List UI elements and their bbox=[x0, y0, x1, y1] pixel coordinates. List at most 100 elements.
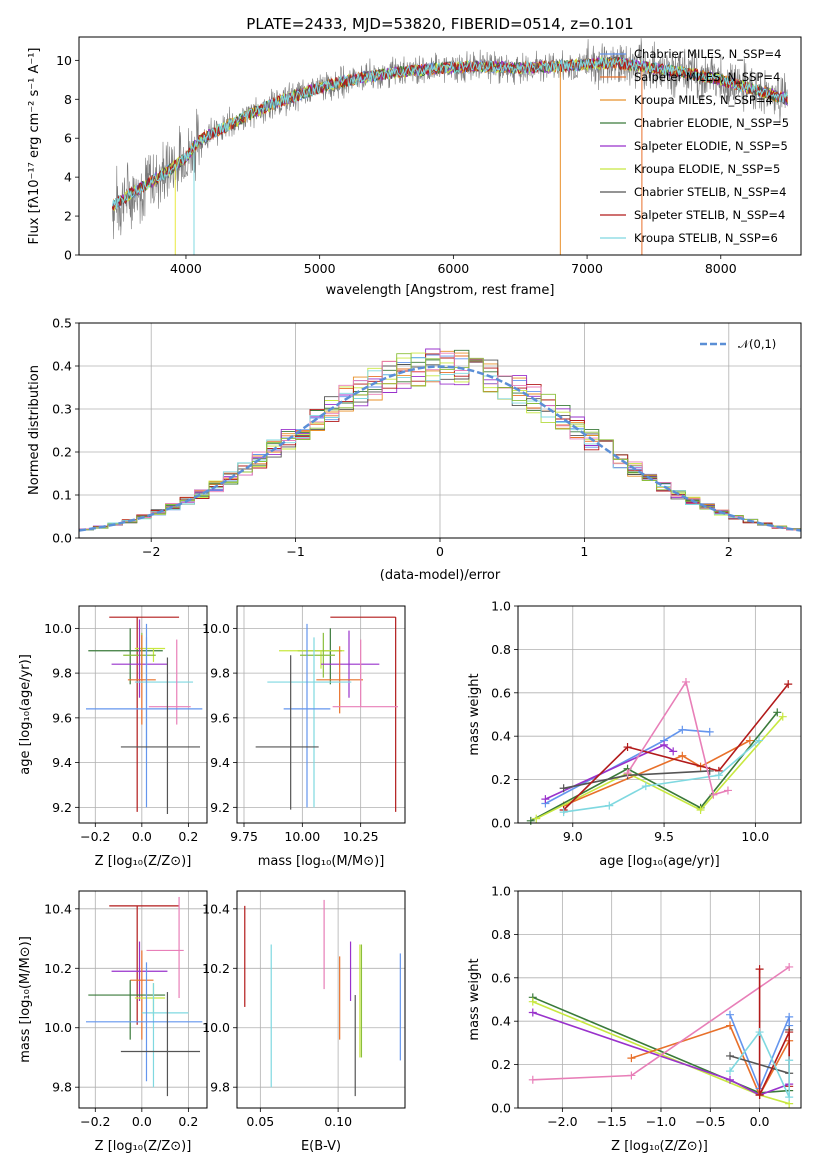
series-marker bbox=[528, 1075, 537, 1084]
x-tick-label: 10.00 bbox=[284, 829, 320, 844]
model-kroupa_stelib bbox=[111, 57, 788, 210]
x-axis-label: age [log₁₀(age/yr)] bbox=[599, 854, 720, 869]
x-tick-label: 9.5 bbox=[654, 829, 674, 844]
spectrum-legend: Chabrier MILES, N_SSP=4 Salpeter MILES, N… bbox=[600, 47, 789, 245]
y-tick-label: 0.3 bbox=[52, 402, 72, 417]
marks bbox=[244, 899, 401, 1097]
marks bbox=[85, 896, 203, 1097]
x-axis-label: mass [log₁₀(M/M⊙)] bbox=[258, 854, 385, 869]
y-tick-label: 0.4 bbox=[491, 1014, 511, 1029]
age_vs_mass-panel: 9.75 10.00 10.25 9.2 9.4 9.6 9.8 10.0 mass [log₁… bbox=[202, 605, 406, 869]
legend-normal: 𝒩(0,1) bbox=[738, 337, 776, 351]
ticks: −0.2 0.0 0.2 9.8 10.0 10.2 10.4 bbox=[44, 901, 198, 1129]
y-tick-label: 9.8 bbox=[52, 1080, 72, 1095]
y-axis-label: age [log₁₀(age/yr)] bbox=[18, 654, 33, 775]
x-axis-label: Z [log₁₀(Z/Z⊙)] bbox=[611, 1139, 708, 1154]
series-marker bbox=[705, 727, 714, 736]
x-tick-label: −0.2 bbox=[80, 1114, 110, 1129]
series-marker bbox=[778, 712, 787, 721]
model-salpeter_stelib bbox=[111, 57, 788, 210]
legend-label: Kroupa STELIB, N_SSP=6 bbox=[634, 231, 778, 245]
series-marker bbox=[714, 771, 723, 780]
y-tick-label: 10.2 bbox=[44, 961, 72, 976]
y-tick-label: 9.2 bbox=[52, 800, 72, 815]
series-line bbox=[532, 1011, 790, 1096]
spectrum-ylabel: Flux [fλ10⁻¹⁷ erg cm⁻² s⁻¹ A⁻¹] bbox=[27, 48, 42, 245]
y-tick-label: 0.2 bbox=[52, 445, 72, 460]
series-marker bbox=[528, 997, 537, 1006]
series-marker bbox=[528, 1008, 537, 1017]
series-marker bbox=[785, 1056, 794, 1065]
series-marker bbox=[726, 1075, 735, 1084]
x-axis-label: Z [log₁₀(Z/Z⊙)] bbox=[95, 854, 192, 869]
y-tick-label: 4 bbox=[64, 170, 72, 185]
panel-frame bbox=[517, 605, 802, 824]
massweight_vs_Z-panel: −2.0 −1.5 −1.0 −0.5 0.0 0.0 0.2 0.4 0.6 0.8 1.0 Z [… bbox=[467, 884, 802, 1154]
y-tick-label: 0.0 bbox=[491, 816, 511, 831]
histogram-kroupa_stelib bbox=[79, 357, 801, 531]
y-tick-label: 9.8 bbox=[52, 666, 72, 681]
series-marker bbox=[559, 808, 568, 817]
y-tick-label: 10.4 bbox=[44, 901, 72, 916]
series-marker bbox=[696, 805, 705, 814]
marks bbox=[85, 616, 203, 815]
spectrum-xlabel: wavelength [Angstrom, rest frame] bbox=[326, 283, 555, 298]
y-tick-label: 9.4 bbox=[210, 755, 230, 770]
y-tick-label: 9.4 bbox=[52, 755, 72, 770]
ticks: 0.05 0.10 9.8 10.0 10.2 10.4 bbox=[202, 901, 352, 1129]
y-tick-label: 9.8 bbox=[210, 666, 230, 681]
series-line bbox=[729, 1030, 790, 1098]
y-tick-label: 10.4 bbox=[202, 901, 230, 916]
series-marker bbox=[627, 1071, 636, 1080]
x-tick-label: 6000 bbox=[437, 261, 469, 276]
series-marker bbox=[785, 1012, 794, 1021]
y-tick-label: 1.0 bbox=[491, 599, 511, 614]
histogram-legend: 𝒩(0,1) bbox=[700, 337, 776, 351]
legend-label: Salpeter STELIB, N_SSP=4 bbox=[634, 208, 785, 222]
y-tick-label: 10.0 bbox=[202, 621, 230, 636]
marks bbox=[255, 616, 398, 812]
series-marker bbox=[785, 962, 794, 971]
y-tick-label: 9.2 bbox=[210, 800, 230, 815]
y-tick-label: 0.5 bbox=[52, 316, 72, 331]
y-tick-label: 0.0 bbox=[52, 531, 72, 546]
y-tick-label: 0.4 bbox=[52, 359, 72, 374]
x-axis-label: E(B-V) bbox=[301, 1139, 341, 1154]
series-line bbox=[626, 679, 729, 796]
x-tick-label: 9.0 bbox=[563, 829, 583, 844]
series-marker bbox=[755, 1028, 764, 1037]
y-tick-label: 9.6 bbox=[52, 710, 72, 725]
x-tick-label: 9.75 bbox=[230, 829, 258, 844]
legend-label: Kroupa ELODIE, N_SSP=5 bbox=[634, 162, 780, 176]
series-line bbox=[563, 739, 751, 807]
histogram-chabrier_stelib bbox=[79, 359, 801, 531]
series-marker bbox=[745, 736, 754, 745]
series-marker bbox=[785, 1093, 794, 1102]
y-tick-label: 0.1 bbox=[52, 488, 72, 503]
y-tick-label: 9.8 bbox=[210, 1080, 230, 1095]
x-tick-label: 10.0 bbox=[741, 829, 769, 844]
y-tick-label: 2 bbox=[64, 209, 72, 224]
x-tick-label: 0.10 bbox=[324, 1114, 352, 1129]
x-tick-label: 0.0 bbox=[750, 1114, 770, 1129]
spectrum-panel: PLATE=2433, MJD=53820, FIBERID=0514, z=0… bbox=[27, 15, 802, 298]
legend-label: Chabrier STELIB, N_SSP=4 bbox=[634, 185, 786, 199]
legend-label: Chabrier ELODIE, N_SSP=5 bbox=[634, 116, 789, 130]
series-marker bbox=[773, 708, 782, 717]
series-marker bbox=[627, 1054, 636, 1063]
panel-frame bbox=[236, 890, 406, 1109]
series-marker bbox=[660, 740, 669, 749]
y-tick-label: 10.0 bbox=[44, 1020, 72, 1035]
x-tick-label: 0.2 bbox=[178, 1114, 198, 1129]
y-tick-label: 0 bbox=[64, 248, 72, 263]
normal-curve bbox=[78, 365, 802, 532]
x-tick-label: 0.0 bbox=[132, 1114, 152, 1129]
y-tick-label: 9.6 bbox=[210, 710, 230, 725]
legend-label: Salpeter MILES, N_SSP=4 bbox=[634, 70, 780, 84]
histogram-xlabel: (data-model)/error bbox=[380, 568, 501, 583]
spectrum-frame bbox=[78, 36, 802, 256]
x-tick-label: 7000 bbox=[571, 261, 603, 276]
marks bbox=[528, 962, 794, 1108]
x-tick-label: 0.0 bbox=[132, 829, 152, 844]
